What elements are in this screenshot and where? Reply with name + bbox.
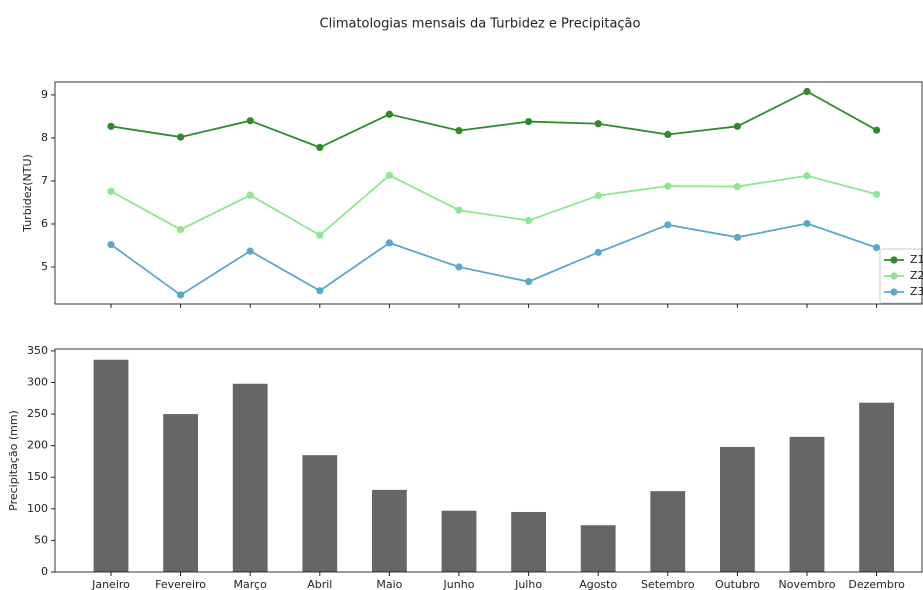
point	[873, 126, 881, 134]
point	[664, 130, 672, 139]
point	[177, 291, 185, 299]
y-tick-label: 5	[41, 260, 48, 273]
point	[733, 122, 742, 130]
point	[873, 244, 881, 252]
point	[803, 172, 811, 180]
point	[664, 221, 672, 229]
bar	[441, 510, 477, 572]
legend-label: Z2	[910, 269, 923, 282]
point	[455, 127, 463, 135]
figure-title: Climatologias mensais da Turbidez e Prec…	[320, 17, 641, 32]
y-tick-label: 200	[27, 439, 48, 452]
bar	[302, 455, 338, 572]
bar	[789, 436, 825, 572]
point	[316, 231, 324, 239]
point	[733, 233, 742, 241]
y-axis-label: Turbidez(NTU)	[21, 154, 34, 233]
point	[107, 241, 115, 249]
y-tick-label: 7	[41, 174, 48, 187]
legend-marker	[890, 272, 898, 280]
point	[455, 206, 463, 214]
point	[107, 122, 115, 130]
point	[594, 120, 602, 128]
line	[110, 174, 877, 237]
bar	[580, 525, 616, 572]
legend-label: Z3	[910, 285, 923, 298]
y-axis-label: Precipitação (mm)	[7, 410, 20, 511]
legend-marker	[890, 256, 898, 264]
y-tick-label: 100	[27, 502, 48, 515]
point	[246, 191, 254, 199]
y-tick-label: 250	[27, 407, 48, 420]
point	[385, 239, 393, 247]
x-tick-label: Setembro	[641, 578, 695, 590]
x-tick-label: Outubro	[715, 578, 760, 590]
point	[246, 117, 254, 125]
point	[733, 182, 742, 191]
x-tick-label: Junho	[443, 578, 475, 590]
bar	[232, 383, 268, 572]
point	[803, 219, 811, 228]
legend-marker	[890, 288, 898, 296]
point	[246, 247, 254, 255]
y-tick-label: 350	[27, 344, 48, 357]
point	[177, 133, 185, 141]
point	[316, 143, 324, 151]
legend-label: Z1	[910, 253, 923, 266]
x-tick-label: Março	[234, 578, 268, 590]
point	[316, 287, 324, 295]
point	[385, 110, 393, 118]
x-tick-label: Fevereiro	[155, 578, 206, 590]
y-tick-label: 150	[27, 470, 48, 483]
y-tick-label: 8	[41, 131, 48, 144]
y-tick-label: 300	[27, 375, 48, 388]
point	[525, 117, 533, 126]
line	[110, 222, 877, 297]
bar	[650, 491, 686, 572]
bar	[720, 446, 755, 572]
axes-frame	[54, 81, 923, 305]
point	[803, 87, 811, 96]
x-tick-label: Novembro	[779, 578, 836, 590]
y-tick-label: 0	[41, 565, 48, 578]
point	[385, 171, 393, 179]
point	[525, 278, 533, 286]
line	[110, 90, 878, 149]
y-tick-label: 9	[41, 88, 48, 101]
bar	[163, 414, 198, 572]
y-tick-label: 50	[34, 533, 48, 546]
x-tick-label: Dezembro	[848, 578, 905, 590]
y-tick-label: 6	[41, 217, 48, 230]
bar	[511, 511, 546, 572]
x-tick-label: Maio	[376, 578, 402, 590]
x-tick-label: Abril	[307, 578, 332, 590]
point	[594, 191, 602, 200]
x-tick-label: Agosto	[579, 578, 617, 590]
point	[664, 182, 672, 190]
x-tick-label: Janeiro	[91, 578, 130, 590]
point	[525, 216, 533, 225]
point	[455, 263, 463, 271]
point	[873, 190, 881, 198]
axes-frame	[54, 348, 923, 573]
point	[594, 248, 602, 256]
bar	[859, 402, 894, 572]
bar	[93, 359, 129, 572]
bar	[372, 489, 407, 572]
x-tick-label: Julho	[514, 578, 542, 590]
point	[177, 225, 185, 234]
point	[107, 187, 115, 195]
